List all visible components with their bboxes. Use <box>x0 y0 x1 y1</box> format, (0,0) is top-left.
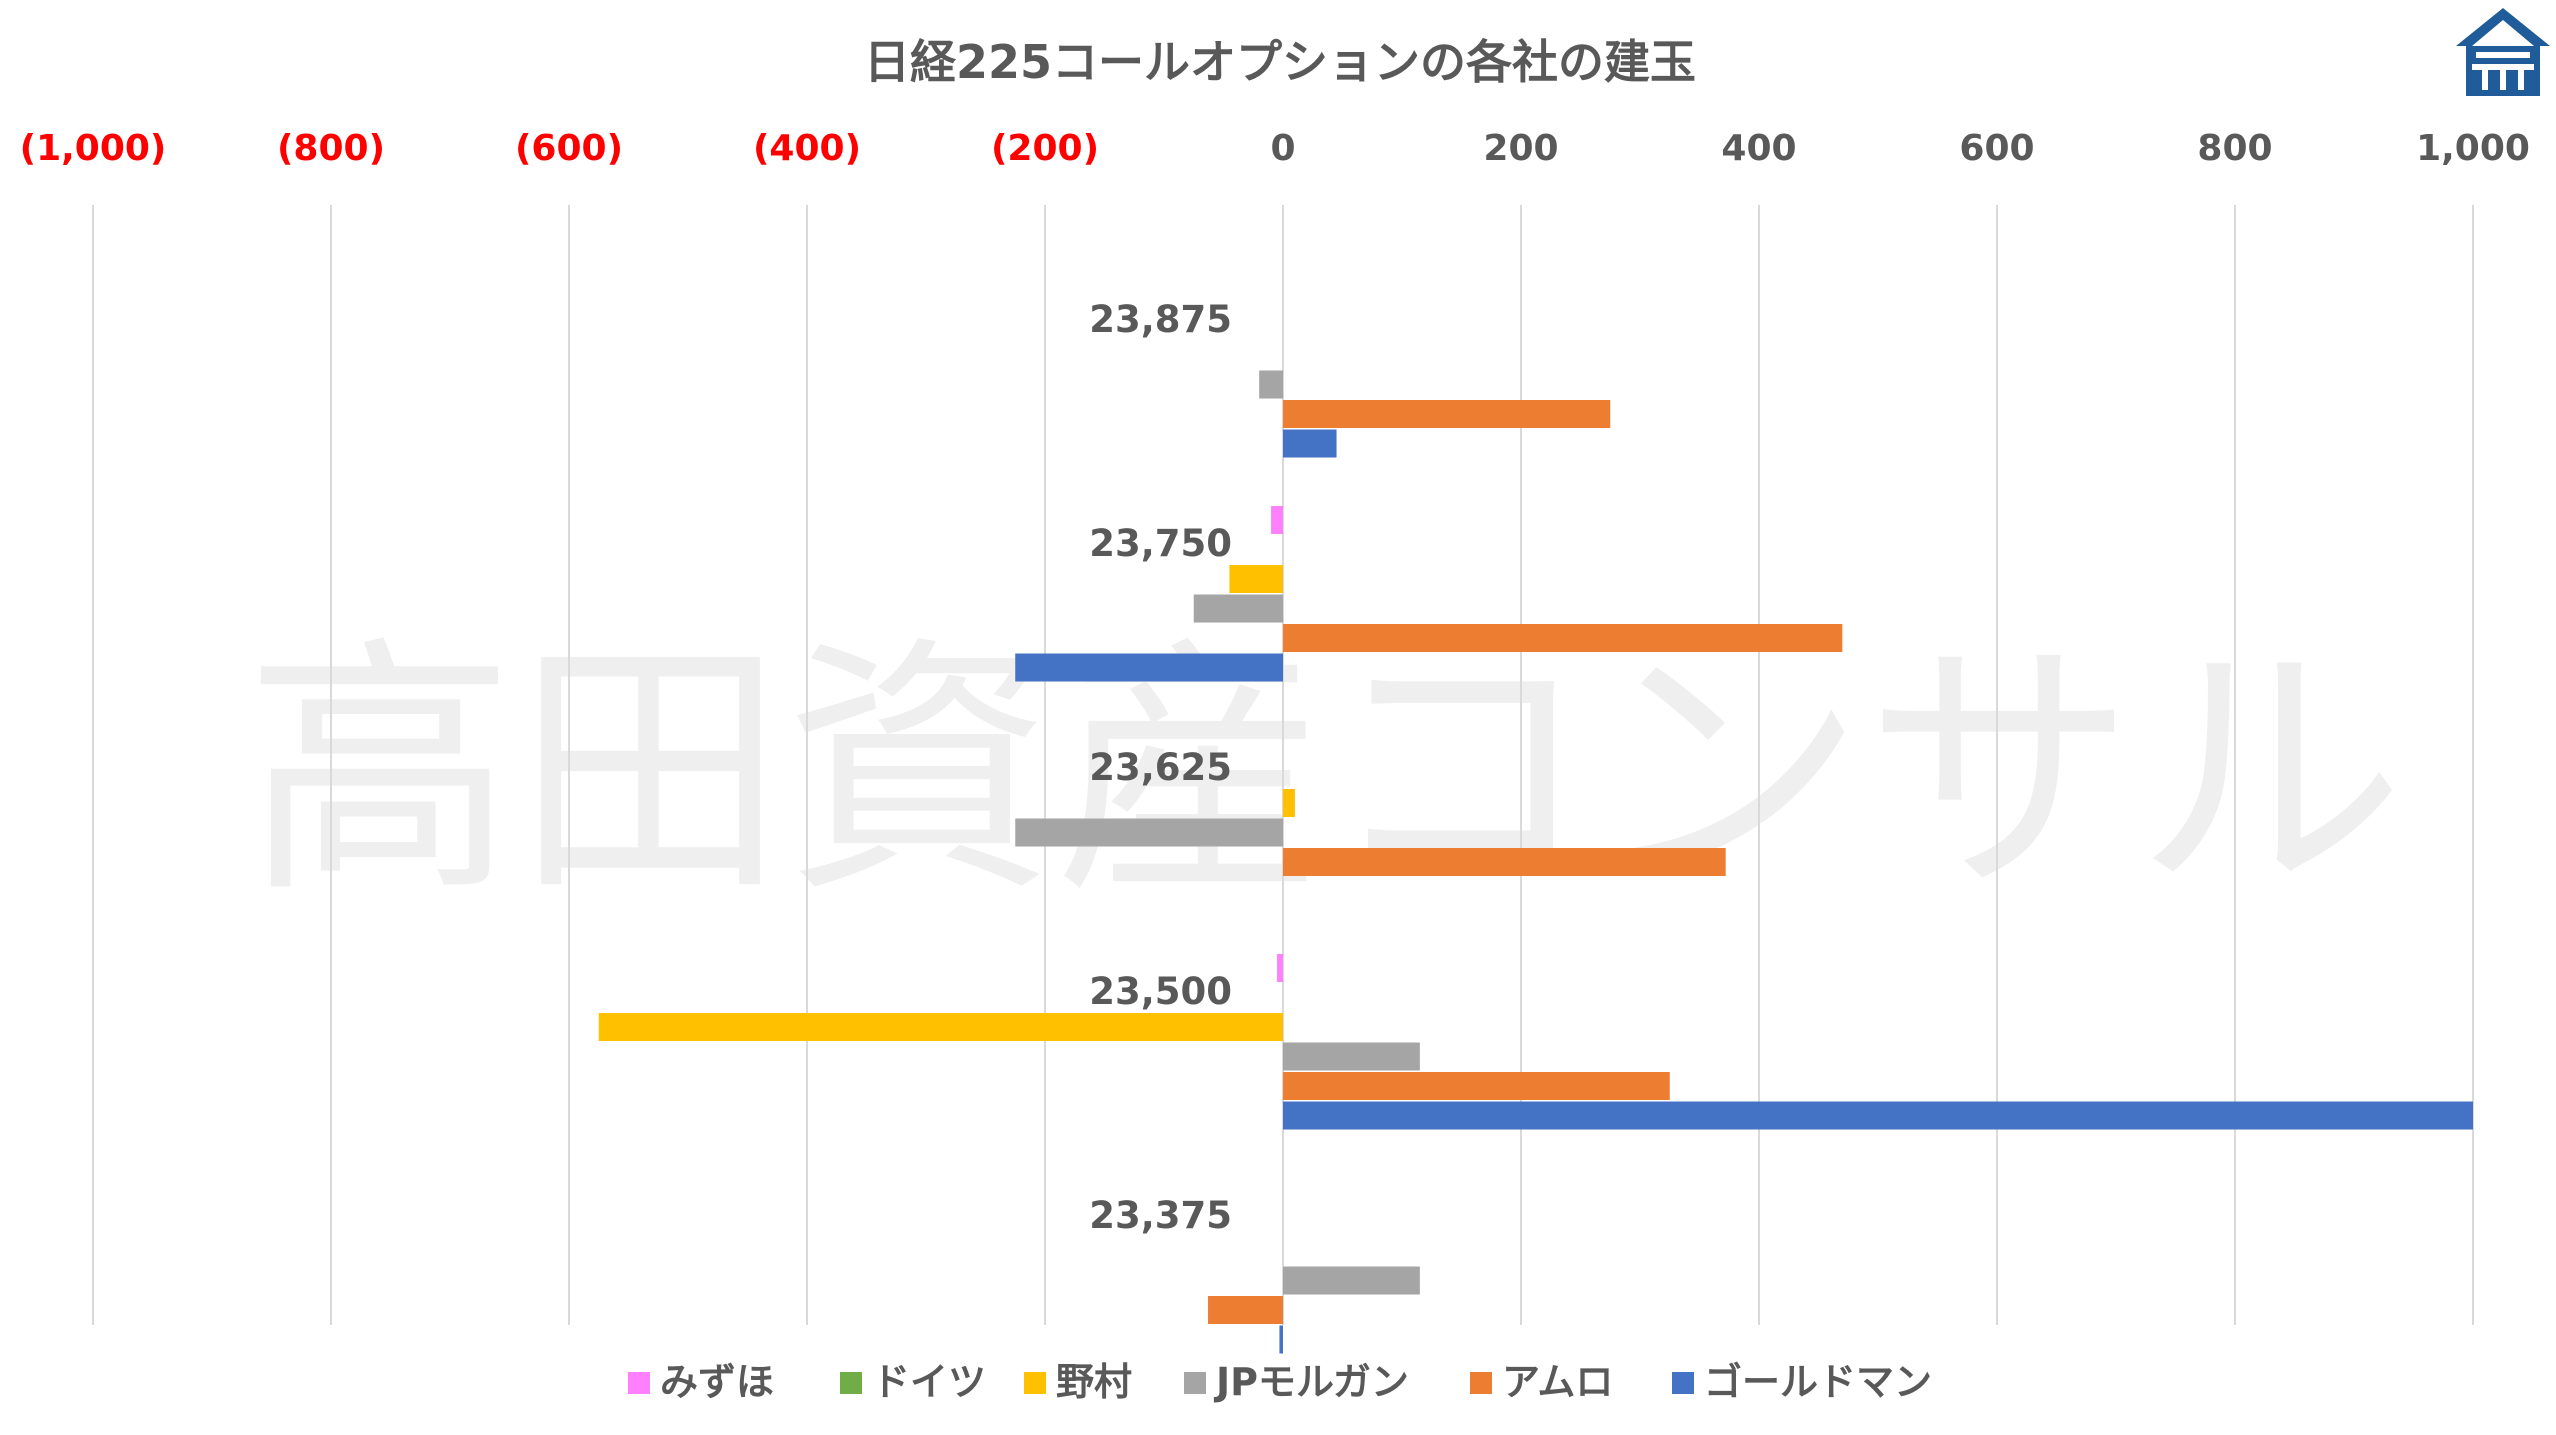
legend-item: ドイツ <box>840 1360 986 1404</box>
bar-みずほ-23,500 <box>1277 954 1283 982</box>
x-tick-label: (1,000) <box>20 128 167 169</box>
legend-item: JPモルガン <box>1184 1360 1409 1404</box>
bar-ゴールドマン-23,875 <box>1283 429 1337 458</box>
category-label: 23,500 <box>1089 970 1232 1013</box>
x-tick-label: 800 <box>2197 128 2272 169</box>
bar-ゴールドマン-23,750 <box>1015 653 1283 682</box>
bar-ゴールドマン-23,500 <box>1283 1101 2473 1130</box>
x-tick-label: (400) <box>753 128 861 169</box>
legend-swatch <box>1672 1372 1694 1394</box>
bar-野村-23,500 <box>598 1013 1283 1041</box>
bar-ゴールドマン-23,375 <box>1279 1325 1283 1354</box>
category-label: 23,625 <box>1089 746 1232 789</box>
bar-JPモルガン-23,500 <box>1283 1042 1420 1071</box>
bar-JPモルガン-23,375 <box>1283 1266 1420 1295</box>
chart-title: 日経225コールオプションの各社の建玉 <box>864 35 1696 89</box>
bar-野村-23,625 <box>1283 789 1295 817</box>
x-tick-label: (200) <box>991 128 1099 169</box>
legend-item: みずほ <box>628 1360 774 1404</box>
x-tick-label: (600) <box>515 128 623 169</box>
bar-アムロ-23,750 <box>1283 624 1843 652</box>
x-tick-label: 0 <box>1270 128 1295 169</box>
bar-アムロ-23,375 <box>1208 1296 1283 1324</box>
bar-JPモルガン-23,625 <box>1015 818 1283 847</box>
legend-item: ゴールドマン <box>1672 1360 1932 1404</box>
bar-アムロ-23,875 <box>1283 400 1611 428</box>
bar-アムロ-23,500 <box>1283 1072 1670 1100</box>
x-tick-label: 200 <box>1483 128 1558 169</box>
x-tick-label: (800) <box>277 128 385 169</box>
legend-label: JPモルガン <box>1213 1360 1409 1404</box>
legend-swatch <box>628 1372 650 1394</box>
legend-label: ドイツ <box>872 1360 986 1404</box>
bar-みずほ-23,750 <box>1271 506 1283 534</box>
legend-label: みずほ <box>660 1360 774 1404</box>
x-tick-label: 1,000 <box>2416 128 2530 169</box>
category-label: 23,375 <box>1089 1194 1232 1237</box>
legend: みずほ ドイツ 野村 JPモルガン アムロ ゴールドマン <box>628 1360 1932 1404</box>
legend-label: アムロ <box>1502 1360 1613 1404</box>
legend-swatch <box>1470 1372 1492 1394</box>
legend-swatch <box>1024 1372 1046 1394</box>
bar-アムロ-23,625 <box>1283 848 1726 876</box>
legend-swatch <box>840 1372 862 1394</box>
legend-label: 野村 <box>1056 1360 1132 1404</box>
bar-JPモルガン-23,750 <box>1193 594 1283 623</box>
category-label: 23,875 <box>1089 298 1232 341</box>
category-label: 23,750 <box>1089 522 1232 565</box>
legend-item: 野村 <box>1024 1360 1132 1404</box>
legend-swatch <box>1184 1372 1206 1394</box>
legend-item: アムロ <box>1470 1360 1613 1404</box>
legend-label: ゴールドマン <box>1704 1360 1932 1404</box>
category-labels: 23,875 23,750 23,625 23,500 23,375 <box>1089 298 1232 1237</box>
x-tick-label: 600 <box>1959 128 2034 169</box>
bar-野村-23,750 <box>1229 565 1283 593</box>
building-logo-icon <box>2456 8 2550 96</box>
bar-JPモルガン-23,875 <box>1259 370 1283 399</box>
x-tick-label: 400 <box>1721 128 1796 169</box>
x-axis-tick-labels: (1,000) (800) (600) (400) (200) 0 200 400 600 800… <box>20 128 2530 169</box>
bars <box>598 370 2473 1354</box>
watermark-text: 高田資産コンサル <box>245 614 2405 929</box>
gridlines <box>92 205 2474 1325</box>
